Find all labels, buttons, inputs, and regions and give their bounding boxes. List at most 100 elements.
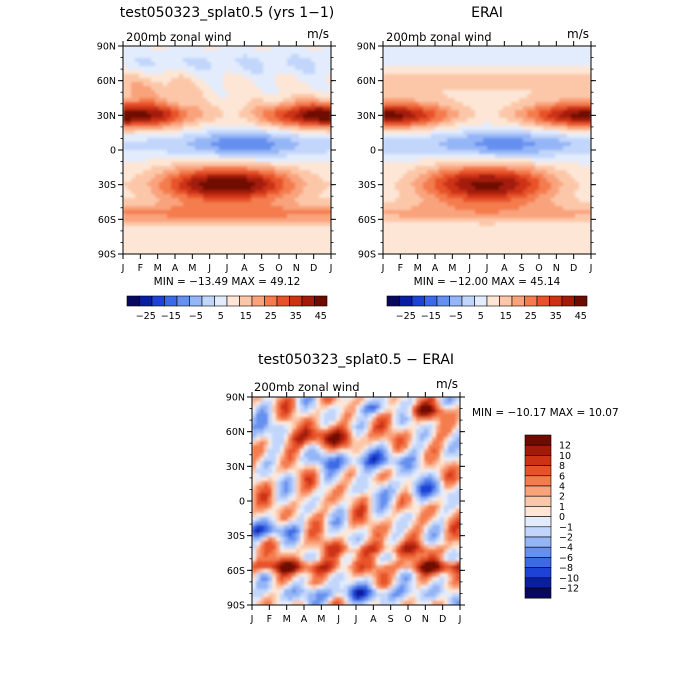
contour-cell — [215, 218, 220, 223]
contour-cell — [251, 130, 256, 135]
contour-cell — [403, 218, 408, 223]
contour-cell — [163, 210, 168, 215]
contour-cell — [391, 54, 396, 59]
contour-cell — [231, 110, 236, 115]
contour-cell — [547, 74, 552, 79]
contour-cell — [139, 126, 144, 131]
contour-cell — [315, 202, 320, 207]
contour-cell — [303, 122, 308, 127]
contour-cell — [267, 118, 272, 123]
contour-cell — [323, 98, 328, 103]
contour-cell — [535, 166, 540, 171]
contour-cell — [247, 194, 252, 199]
contour-cell — [543, 70, 548, 75]
contour-cell — [387, 162, 392, 167]
contour-cell — [443, 186, 448, 191]
contour-cell — [263, 206, 268, 211]
contour-cell — [431, 154, 436, 159]
contour-cell — [279, 250, 284, 254]
contour-cell — [451, 242, 456, 247]
contour-cell — [299, 150, 304, 155]
contour-cell — [447, 186, 452, 191]
contour-cell — [263, 114, 268, 119]
contour-cell — [327, 234, 331, 239]
contour-cell — [255, 154, 260, 159]
contour-cell — [415, 94, 420, 99]
contour-cell — [407, 102, 412, 107]
contour-cell — [383, 82, 388, 87]
contour-cell — [283, 82, 288, 87]
contour-cell — [211, 222, 216, 227]
contour-cell — [407, 118, 412, 123]
contour-cell — [535, 174, 540, 179]
contour-cell — [167, 54, 172, 59]
contour-cell — [407, 82, 412, 87]
contour-cell — [139, 198, 144, 203]
contour-cell — [147, 154, 152, 159]
contour-cell — [455, 162, 460, 167]
contour-cell — [311, 114, 316, 119]
contour-cell — [435, 158, 440, 163]
contour-cell — [411, 66, 416, 71]
contour-cell — [199, 98, 204, 103]
contour-cell — [407, 74, 412, 79]
contour-cell — [383, 46, 388, 51]
contour-cell — [207, 154, 212, 159]
contour-cell — [211, 234, 216, 239]
contour-cell — [491, 98, 496, 103]
contour-cell — [179, 166, 184, 171]
contour-cell — [143, 238, 148, 243]
contour-cell — [431, 170, 436, 175]
contour-cell — [423, 158, 428, 163]
contour-cell — [291, 218, 296, 223]
contour-cell — [175, 146, 180, 151]
contour-cell — [299, 102, 304, 107]
contour-cell — [303, 74, 308, 79]
contour-cell — [211, 50, 216, 55]
contour-cell — [187, 174, 192, 179]
contour-cell — [231, 182, 236, 187]
contour-cell — [323, 218, 328, 223]
contour-cell — [123, 186, 128, 191]
contour-cell — [211, 146, 216, 151]
contour-cell — [259, 234, 264, 239]
contour-cell — [455, 234, 460, 239]
contour-cell — [295, 94, 300, 99]
contour-cell — [415, 62, 420, 67]
contour-cell — [203, 102, 208, 107]
contour-cell — [251, 158, 256, 163]
contour-cell — [227, 146, 232, 151]
contour-cell — [315, 134, 320, 139]
contour-cell — [123, 170, 128, 175]
contour-cell — [431, 102, 436, 107]
contour-cell — [419, 134, 424, 139]
contour-cell — [403, 134, 408, 139]
contour-cell — [503, 58, 508, 63]
contour-cell — [543, 150, 548, 155]
contour-cell — [263, 174, 268, 179]
contour-cell — [227, 174, 232, 179]
contour-cell — [415, 162, 420, 167]
contour-cell — [531, 210, 536, 215]
contour-cell — [455, 174, 460, 179]
contour-cell — [291, 58, 296, 63]
contour-cell — [483, 250, 488, 254]
contour-cell — [511, 90, 516, 95]
contour-cell — [175, 234, 180, 239]
contour-cell — [483, 110, 488, 115]
contour-cell — [543, 110, 548, 115]
contour-cell — [547, 70, 552, 75]
contour-cell — [419, 58, 424, 63]
contour-cell — [423, 242, 428, 247]
contour-cell — [243, 90, 248, 95]
contour-cell — [455, 74, 460, 79]
contour-cell — [295, 158, 300, 163]
panel-title: ERAI — [471, 5, 503, 21]
contour-cell — [167, 86, 172, 91]
contour-cell — [155, 58, 160, 63]
contour-cell — [471, 178, 476, 183]
contour-cell — [327, 114, 331, 119]
contour-cell — [207, 238, 212, 243]
contour-cell — [311, 230, 316, 235]
contour-cell — [423, 198, 428, 203]
